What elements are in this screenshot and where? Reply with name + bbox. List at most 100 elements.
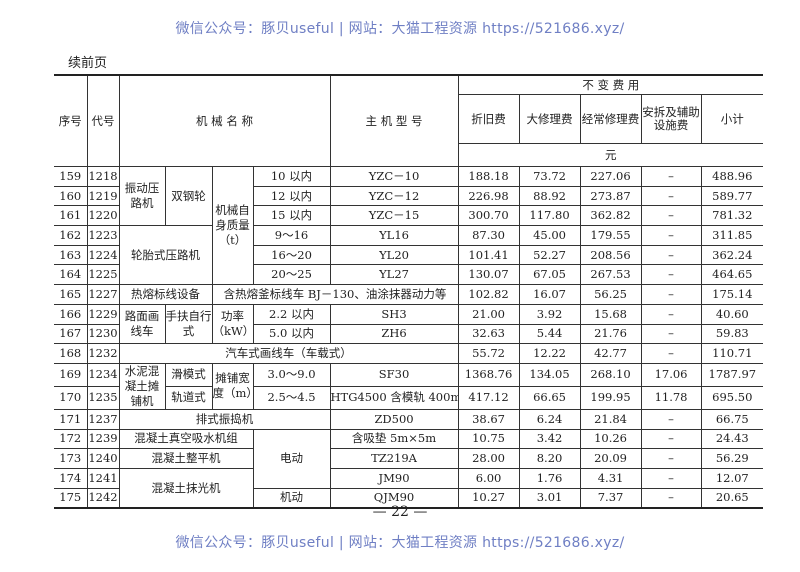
install-aux-cell: – xyxy=(640,467,702,489)
code-cell: 1240 xyxy=(86,448,120,469)
overhaul-cell: 45.00 xyxy=(518,225,581,246)
machinery-cost-table: 序号 代号 机 械 名 称 主 机 型 号 不 变 费 用 折旧费 大修理费 经… xyxy=(54,74,764,510)
code-cell: 1219 xyxy=(86,185,120,207)
name-cell-b: 轨道式 xyxy=(164,385,213,410)
code-cell: 1235 xyxy=(86,385,120,410)
seq-cell: 170 xyxy=(54,385,88,410)
routine-repair-cell: 20.09 xyxy=(579,448,642,469)
table-row: 172 1239 混凝土真空吸水机组 电动 含吸垫 5m×5m 10.75 3.42 10.2… xyxy=(54,428,764,489)
table-row: 164 1225 20～25 YL27 130.07 67.05 267.53–464.65 xyxy=(54,264,764,286)
model-cell: HTG4500 含模轨 400m xyxy=(329,385,459,410)
name-cell-c: 机械自身质量（t） xyxy=(211,165,254,286)
table-row: 162 1223 轮胎式压路机 9～16 YL16 87.30 45.00 179.55–31… xyxy=(54,225,764,286)
routine-repair-cell: 208.56 xyxy=(579,244,642,266)
name-cell-a: 路面画线车 xyxy=(118,303,166,345)
code-cell: 1223 xyxy=(86,225,120,246)
routine-repair-cell: 42.77 xyxy=(579,343,642,364)
subtotal-cell: 695.50 xyxy=(700,385,764,410)
overhaul-cell: 117.80 xyxy=(518,205,581,227)
table-row: 159 1218 振动压路机 双钢轮 机械自身质量（t） 10 以内 YZC－10 188.1… xyxy=(54,165,764,286)
overhaul-cell: 3.92 xyxy=(518,303,581,325)
routine-repair-cell: 362.82 xyxy=(579,205,642,227)
subtotal-cell: 59.83 xyxy=(700,323,764,345)
name-cell-a: 汽车式画线车（车载式） xyxy=(118,343,459,364)
subtotal-cell: 311.85 xyxy=(700,225,764,246)
depreciation-cell: 226.98 xyxy=(457,185,520,207)
depreciation-cell: 21.00 xyxy=(457,303,520,325)
depreciation-cell: 32.63 xyxy=(457,323,520,345)
seq-cell: 167 xyxy=(54,323,88,345)
routine-repair-cell: 56.25 xyxy=(579,284,642,305)
header-row: 序号 代号 机 械 名 称 主 机 型 号 不 变 费 用 xyxy=(54,74,764,167)
name-cell-c: 含热熔釜标线车 BJ－130、油涂抹器动力等 xyxy=(211,284,459,305)
name-cell-a: 混凝土整平机 xyxy=(118,448,254,469)
subtotal-cell: 464.65 xyxy=(700,264,764,286)
subtotal-cell: 110.71 xyxy=(700,343,764,364)
header-routine-repair: 经常修理费 xyxy=(579,94,642,144)
name-cell-a: 混凝土真空吸水机组 xyxy=(118,428,254,450)
table-row: 175 1242 机动 QJM90 10.27 3.01 7.37–20.65 xyxy=(54,487,764,509)
overhaul-cell: 73.72 xyxy=(518,166,581,187)
model-cell: JM90 xyxy=(329,467,459,489)
install-aux-cell: – xyxy=(640,343,702,364)
name-cell-d: 12 以内 xyxy=(252,185,331,207)
header-name: 机 械 名 称 xyxy=(118,74,331,167)
seq-cell: 161 xyxy=(54,205,88,227)
name-cell-d: 20～25 xyxy=(252,264,331,286)
seq-cell: 160 xyxy=(54,185,88,207)
overhaul-cell: 8.20 xyxy=(518,448,581,469)
model-cell: TZ219A xyxy=(329,448,459,469)
code-cell: 1220 xyxy=(86,205,120,227)
seq-cell: 168 xyxy=(54,343,88,364)
overhaul-cell: 1.76 xyxy=(518,467,581,489)
depreciation-cell: 10.27 xyxy=(457,487,520,509)
overhaul-cell: 3.01 xyxy=(518,487,581,509)
model-cell: YZC－15 xyxy=(329,205,459,227)
install-aux-cell: – xyxy=(640,205,702,227)
overhaul-cell: 67.05 xyxy=(518,264,581,286)
routine-repair-cell: 227.06 xyxy=(579,166,642,187)
routine-repair-cell: 268.10 xyxy=(579,362,642,387)
install-aux-cell: – xyxy=(640,284,702,305)
table-row: 163 1224 16～20 YL20 101.41 52.27 208.56–362.24 xyxy=(54,244,764,266)
name-cell-d: 2.5～4.5 xyxy=(252,385,331,410)
depreciation-cell: 300.70 xyxy=(457,205,520,227)
name-cell-d: 10 以内 xyxy=(252,166,331,187)
depreciation-cell: 6.00 xyxy=(457,467,520,489)
install-aux-cell: – xyxy=(640,448,702,469)
name-cell-d: 5.0 以内 xyxy=(252,323,331,345)
overhaul-cell: 5.44 xyxy=(518,323,581,345)
overhaul-cell: 88.92 xyxy=(518,185,581,207)
table-row: 174 1241 混凝土抹光机 JM90 6.00 1.76 4.31–12.07 xyxy=(54,467,764,509)
watermark-top: 微信公众号：豚贝useful | 网站：大猫工程资源 https://52168… xyxy=(175,21,625,37)
install-aux-cell: – xyxy=(640,487,702,509)
name-cell-c: 功率（kW） xyxy=(211,303,254,345)
name-cell-b: 手扶自行式 xyxy=(164,303,213,345)
header-unit-row: 元 xyxy=(54,143,764,167)
depreciation-cell: 130.07 xyxy=(457,264,520,286)
name-cell-d: 电动 xyxy=(252,428,331,489)
depreciation-cell: 102.82 xyxy=(457,284,520,305)
header-fixed-costs: 不 变 费 用 xyxy=(457,74,764,95)
code-cell: 1224 xyxy=(86,244,120,266)
seq-cell: 174 xyxy=(54,467,88,489)
overhaul-cell: 52.27 xyxy=(518,244,581,266)
subtotal-cell: 66.75 xyxy=(700,408,764,430)
seq-cell: 173 xyxy=(54,448,88,469)
install-aux-cell: – xyxy=(640,244,702,266)
depreciation-cell: 55.72 xyxy=(457,343,520,364)
name-cell-d: 3.0～9.0 xyxy=(252,362,331,387)
model-cell: YL20 xyxy=(329,244,459,266)
header-unit: 元 xyxy=(457,143,764,167)
header-model: 主 机 型 号 xyxy=(329,74,459,167)
subtotal-cell: 781.32 xyxy=(700,205,764,227)
header-seq: 序号 xyxy=(54,74,88,167)
routine-repair-cell: 7.37 xyxy=(579,487,642,509)
subtotal-cell: 40.60 xyxy=(700,303,764,325)
name-cell-c: 摊铺宽度（m） xyxy=(211,362,254,410)
depreciation-cell: 28.00 xyxy=(457,448,520,469)
seq-cell: 172 xyxy=(54,428,88,450)
code-cell: 1234 xyxy=(86,362,120,387)
table-row: 166 1229 路面画线车 手扶自行式 功率（kW） 2.2 以内 SH3 21.00 3.9… xyxy=(54,303,764,345)
